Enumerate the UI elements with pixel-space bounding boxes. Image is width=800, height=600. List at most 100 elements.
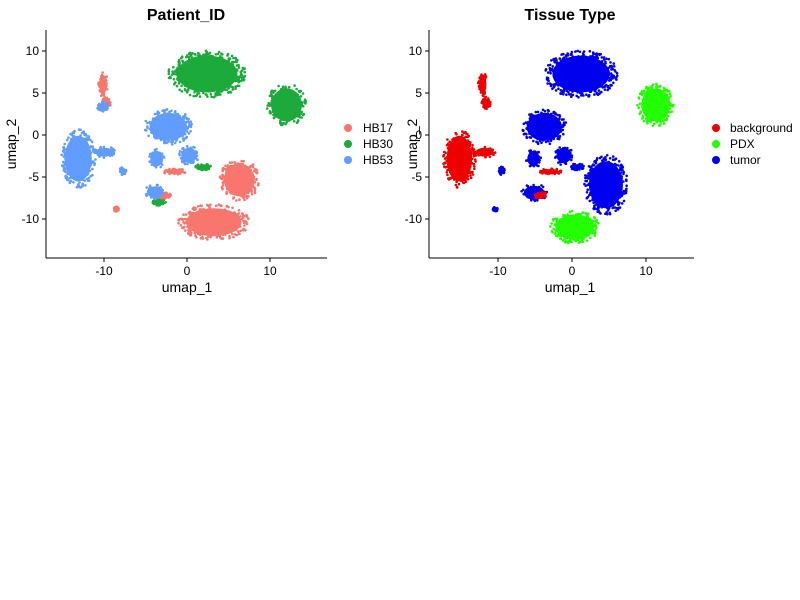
data-point	[562, 89, 566, 93]
data-point	[473, 152, 476, 155]
data-point	[617, 160, 621, 163]
data-point	[239, 215, 242, 218]
data-point	[214, 61, 217, 64]
data-point	[536, 187, 540, 190]
data-point	[286, 93, 289, 97]
y-axis-ticks: 10 5 0 -5 -10	[22, 44, 46, 226]
data-point	[230, 161, 234, 164]
data-point	[206, 163, 210, 167]
data-point	[580, 62, 584, 66]
data-point	[602, 190, 605, 193]
data-point	[299, 102, 302, 106]
data-point	[188, 233, 191, 236]
data-point	[544, 192, 547, 195]
data-point	[457, 173, 461, 177]
data-point	[564, 162, 568, 165]
data-point	[464, 141, 468, 144]
data-point	[222, 66, 225, 70]
data-point	[195, 236, 198, 239]
data-point	[596, 207, 600, 211]
data-point	[214, 231, 217, 235]
data-point	[464, 155, 468, 159]
data-point	[589, 79, 593, 83]
data-point	[161, 116, 165, 120]
data-point	[207, 86, 211, 89]
data-point	[611, 177, 614, 180]
data-point	[582, 218, 585, 222]
data-point	[541, 118, 544, 121]
data-point	[569, 93, 573, 96]
data-point	[577, 96, 580, 99]
data-point	[81, 178, 84, 182]
data-point	[594, 66, 597, 69]
data-point	[667, 110, 671, 114]
data-point	[531, 113, 534, 117]
data-point	[66, 138, 69, 142]
data-point	[237, 77, 241, 81]
data-point	[191, 159, 195, 162]
data-point	[192, 145, 195, 149]
data-point	[604, 156, 607, 159]
cluster-HB53	[148, 147, 166, 169]
data-point	[231, 206, 234, 210]
data-point	[186, 225, 189, 229]
cluster-background	[480, 95, 492, 110]
data-point	[154, 137, 157, 140]
data-point	[83, 137, 87, 140]
data-point	[570, 95, 573, 98]
data-point	[574, 69, 578, 73]
data-point	[68, 151, 72, 155]
data-point	[597, 89, 601, 92]
data-point	[649, 109, 653, 112]
data-point	[642, 119, 646, 123]
data-point	[60, 153, 64, 157]
data-point	[650, 118, 653, 122]
data-point	[222, 72, 225, 75]
data-point	[580, 237, 583, 240]
data-point	[588, 222, 591, 226]
data-point	[167, 68, 171, 71]
data-point	[232, 56, 235, 60]
data-point	[163, 196, 167, 200]
data-point	[102, 101, 105, 104]
data-point	[563, 68, 567, 72]
data-point	[70, 167, 73, 170]
data-point	[87, 136, 90, 139]
data-point	[547, 109, 550, 113]
data-point	[206, 95, 209, 98]
data-point	[525, 135, 528, 139]
data-point	[658, 90, 661, 94]
data-point	[64, 148, 68, 151]
data-point	[613, 158, 617, 161]
data-point	[524, 121, 528, 124]
data-point	[186, 162, 189, 166]
data-point	[585, 63, 588, 67]
data-point	[84, 184, 87, 187]
data-point	[591, 231, 594, 235]
y-tick-label: 0	[32, 128, 39, 142]
data-point	[236, 187, 240, 190]
data-point	[249, 164, 252, 168]
cluster-HB53	[92, 145, 116, 159]
data-point	[240, 176, 244, 179]
data-point	[217, 50, 221, 54]
data-point	[596, 204, 600, 207]
legend-item: HB17	[344, 121, 393, 135]
data-point	[590, 66, 593, 69]
data-point	[207, 222, 211, 225]
data-point	[62, 146, 65, 149]
data-point	[478, 86, 481, 89]
cluster-HB17	[112, 205, 120, 213]
data-point	[555, 167, 559, 171]
data-point	[590, 223, 594, 226]
data-point	[204, 49, 208, 53]
data-point	[241, 178, 244, 182]
data-point	[599, 179, 602, 183]
data-point	[166, 170, 169, 173]
data-point	[600, 69, 604, 72]
data-point	[559, 80, 562, 84]
data-point	[302, 105, 305, 108]
data-point	[445, 159, 449, 163]
data-point	[230, 185, 233, 189]
